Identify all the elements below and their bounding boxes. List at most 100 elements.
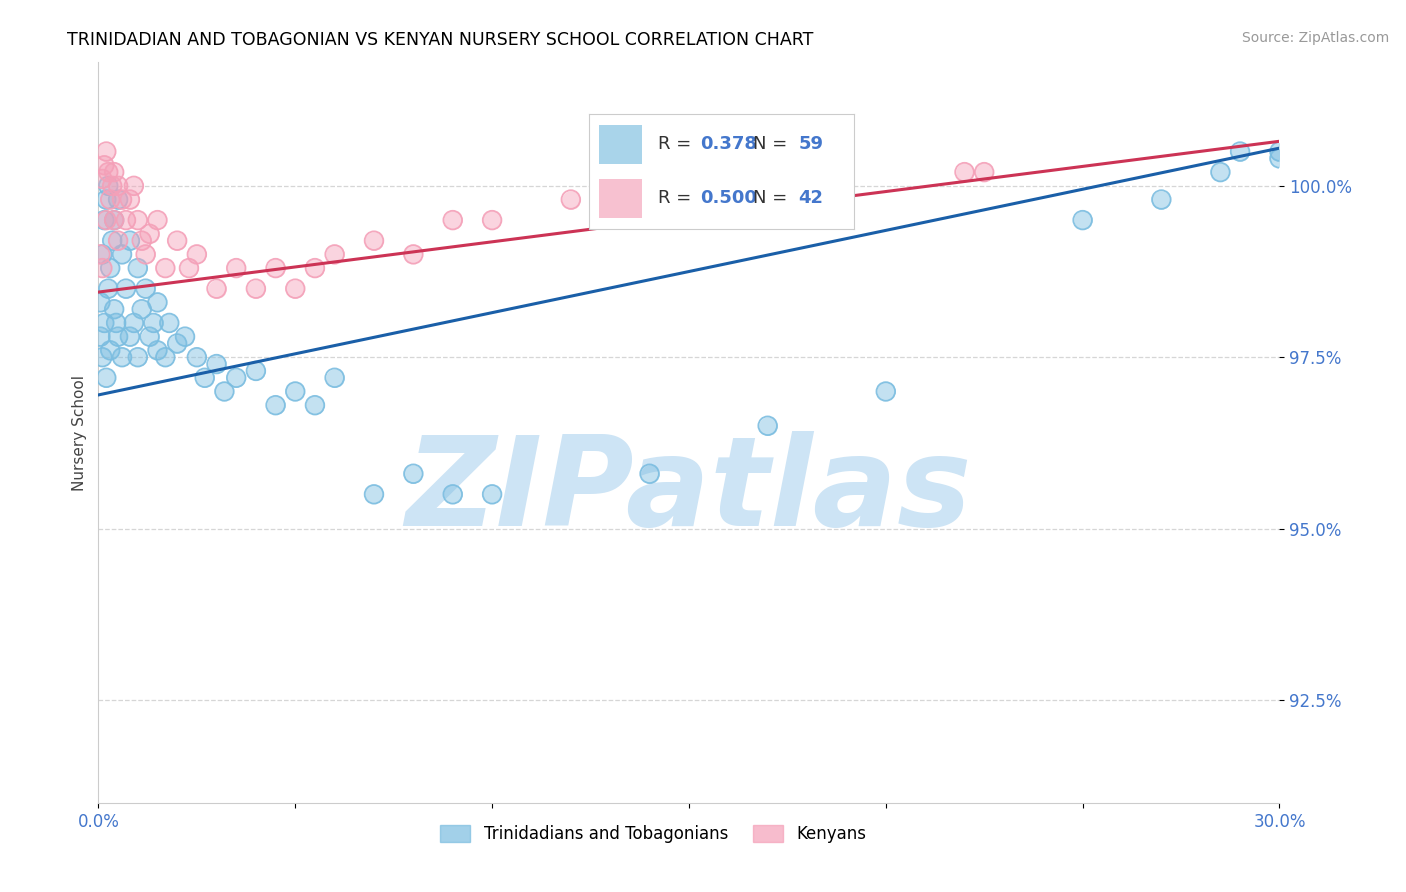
Point <box>97 178 120 193</box>
Point <box>135 247 157 261</box>
Point <box>953 165 976 179</box>
Point <box>127 350 149 364</box>
Point <box>111 350 134 364</box>
Point <box>111 193 134 207</box>
Point <box>138 227 160 241</box>
Point <box>96 193 118 207</box>
Point <box>323 371 346 385</box>
Point <box>98 343 121 358</box>
Point <box>98 193 121 207</box>
Point <box>363 487 385 501</box>
Point <box>481 487 503 501</box>
Point <box>166 234 188 248</box>
Point <box>717 178 740 193</box>
Point <box>245 364 267 378</box>
Point <box>717 178 740 193</box>
Point <box>93 158 115 172</box>
Point <box>98 261 121 276</box>
Point <box>97 282 120 296</box>
Point <box>118 234 141 248</box>
Point <box>157 316 180 330</box>
Point <box>89 247 111 261</box>
Point <box>101 178 124 193</box>
Point <box>138 329 160 343</box>
Point <box>638 467 661 481</box>
Point <box>560 193 582 207</box>
Point <box>155 261 177 276</box>
Point <box>1229 145 1251 159</box>
Point <box>142 316 165 330</box>
Point <box>225 371 247 385</box>
Point <box>135 282 157 296</box>
Point <box>91 350 114 364</box>
Point <box>96 371 118 385</box>
Point <box>135 247 157 261</box>
Point <box>304 261 326 276</box>
Point <box>155 261 177 276</box>
Point <box>205 357 228 371</box>
Point <box>638 467 661 481</box>
Point <box>1268 152 1291 166</box>
Point <box>118 329 141 343</box>
Point <box>214 384 236 399</box>
Point <box>638 178 661 193</box>
Point <box>103 165 125 179</box>
Point <box>245 282 267 296</box>
Point <box>89 329 111 343</box>
Point <box>166 336 188 351</box>
Point <box>225 261 247 276</box>
Point <box>284 282 307 296</box>
Point <box>186 350 208 364</box>
Point <box>363 234 385 248</box>
Point <box>103 302 125 317</box>
Point <box>323 247 346 261</box>
Point <box>875 384 897 399</box>
Point <box>756 418 779 433</box>
Point <box>115 213 138 227</box>
Point <box>115 282 138 296</box>
Point <box>91 261 114 276</box>
Point <box>96 145 118 159</box>
Point <box>304 261 326 276</box>
Point <box>245 282 267 296</box>
Point <box>194 371 217 385</box>
Point <box>174 329 197 343</box>
Point <box>98 343 121 358</box>
Point <box>115 282 138 296</box>
Point <box>107 178 129 193</box>
Point <box>264 261 287 276</box>
Point <box>1150 193 1173 207</box>
Point <box>115 213 138 227</box>
Point <box>93 213 115 227</box>
Point <box>96 145 118 159</box>
Point <box>89 295 111 310</box>
Point <box>441 487 464 501</box>
Point <box>96 193 118 207</box>
Point <box>91 172 114 186</box>
Point <box>118 193 141 207</box>
Point <box>1268 145 1291 159</box>
Point <box>205 282 228 296</box>
Point <box>103 302 125 317</box>
Point <box>122 316 145 330</box>
Point <box>875 384 897 399</box>
Point <box>127 213 149 227</box>
Point <box>107 234 129 248</box>
Point <box>186 350 208 364</box>
Point <box>323 371 346 385</box>
Point <box>284 384 307 399</box>
Point <box>103 213 125 227</box>
Legend: Trinidadians and Tobagonians, Kenyans: Trinidadians and Tobagonians, Kenyans <box>434 819 873 850</box>
Point <box>131 302 153 317</box>
Point <box>177 261 200 276</box>
Point <box>107 329 129 343</box>
Point <box>146 343 169 358</box>
Point <box>118 193 141 207</box>
Point <box>105 316 128 330</box>
Point <box>402 467 425 481</box>
Point <box>118 329 141 343</box>
Point <box>111 247 134 261</box>
Point <box>205 357 228 371</box>
Point <box>111 247 134 261</box>
Point <box>363 487 385 501</box>
